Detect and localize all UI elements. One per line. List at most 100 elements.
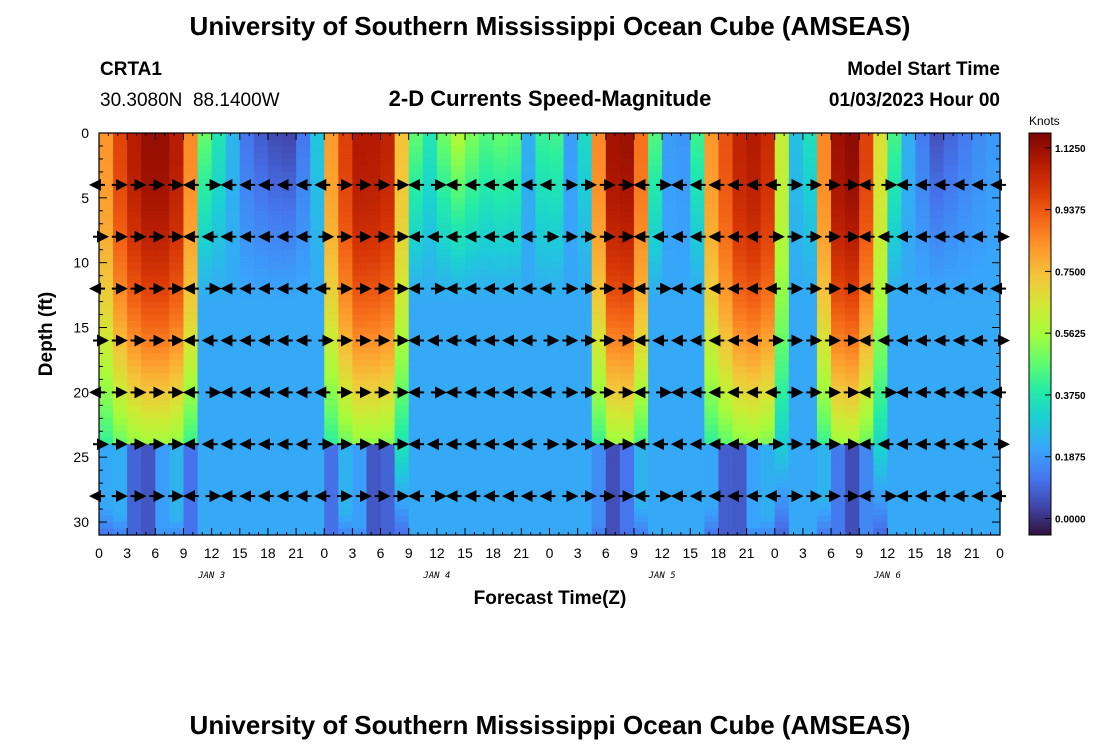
heatmap-cell bbox=[310, 301, 325, 309]
heatmap-cell bbox=[929, 515, 945, 523]
heatmap-cell bbox=[141, 418, 156, 426]
heatmap-cell bbox=[662, 379, 677, 387]
heatmap-cell bbox=[985, 133, 1001, 141]
heatmap-cell bbox=[845, 197, 860, 205]
heatmap-cell bbox=[183, 321, 199, 329]
heatmap-cell bbox=[845, 139, 860, 147]
heatmap-cell bbox=[155, 152, 170, 160]
heatmap-cell bbox=[310, 308, 325, 316]
heatmap-cell bbox=[605, 457, 621, 465]
heatmap-cell bbox=[887, 398, 903, 406]
heatmap-cell bbox=[324, 444, 339, 452]
heatmap-cell bbox=[507, 398, 522, 406]
heatmap-cell bbox=[901, 372, 917, 380]
heatmap-cell bbox=[324, 379, 339, 387]
heatmap-cell bbox=[802, 450, 818, 458]
heatmap-cell bbox=[676, 288, 691, 296]
heatmap-cell bbox=[493, 223, 508, 231]
heatmap-cell bbox=[746, 288, 762, 296]
heatmap-cell bbox=[521, 470, 537, 478]
heatmap-cell bbox=[450, 217, 466, 225]
chart-subtitle: 2-D Currents Speed-Magnitude bbox=[389, 86, 712, 111]
heatmap-cell bbox=[197, 321, 213, 329]
x-tick-label: 3 bbox=[349, 545, 357, 561]
heatmap-cell bbox=[366, 308, 382, 316]
heatmap-cell bbox=[183, 346, 199, 355]
heatmap-cell bbox=[127, 372, 142, 380]
heatmap-cell bbox=[718, 327, 734, 335]
heatmap-cell bbox=[676, 230, 691, 238]
heatmap-cell bbox=[802, 483, 818, 491]
heatmap-cell bbox=[887, 243, 903, 251]
x-tick-label: 3 bbox=[574, 545, 582, 561]
heatmap-cell bbox=[943, 457, 959, 465]
heatmap-cell bbox=[971, 223, 987, 231]
heatmap-cell bbox=[211, 450, 227, 458]
y-tick-label: 10 bbox=[73, 255, 89, 271]
heatmap-cell bbox=[408, 152, 424, 160]
heatmap-cell bbox=[493, 197, 508, 205]
heatmap-cell bbox=[169, 515, 185, 523]
heatmap-cell bbox=[225, 392, 241, 400]
heatmap-cell bbox=[521, 210, 537, 218]
heatmap-cell bbox=[239, 346, 255, 355]
heatmap-cell bbox=[155, 476, 170, 484]
heatmap-cell bbox=[563, 444, 579, 452]
heatmap-cell bbox=[901, 470, 917, 478]
heatmap-cell bbox=[352, 476, 368, 484]
heatmap-cell bbox=[591, 515, 607, 523]
heatmap-cell bbox=[155, 372, 170, 380]
heatmap-cell bbox=[155, 418, 170, 426]
heatmap-cell bbox=[352, 359, 368, 368]
heatmap-cell bbox=[183, 249, 199, 257]
heatmap-cell bbox=[436, 437, 452, 445]
heatmap-cell bbox=[422, 457, 438, 465]
heatmap-cell bbox=[521, 139, 537, 147]
heatmap-cell bbox=[704, 288, 720, 296]
heatmap-cell bbox=[788, 314, 804, 322]
heatmap-cell bbox=[971, 301, 987, 309]
heatmap-cell bbox=[690, 295, 705, 303]
heatmap-cell bbox=[957, 327, 973, 335]
heatmap-cell bbox=[802, 145, 818, 154]
heatmap-cell bbox=[310, 152, 325, 160]
heatmap-cell bbox=[324, 139, 339, 147]
heatmap-cell bbox=[282, 476, 297, 484]
heatmap-cell bbox=[380, 444, 396, 452]
heatmap-cell bbox=[479, 269, 494, 277]
current-vectors bbox=[89, 178, 1010, 503]
heatmap-cell bbox=[816, 230, 832, 238]
heatmap-cell bbox=[816, 256, 832, 264]
heatmap-cell bbox=[563, 236, 579, 244]
heatmap-cell bbox=[253, 463, 269, 471]
heatmap-cell bbox=[450, 424, 466, 432]
heatmap-cell bbox=[324, 191, 339, 199]
heatmap-cell bbox=[718, 191, 734, 199]
heatmap-cell bbox=[253, 418, 269, 426]
heatmap-cell bbox=[619, 210, 635, 218]
heatmap-cell bbox=[648, 528, 663, 536]
heatmap-cell bbox=[450, 178, 466, 186]
heatmap-cell bbox=[183, 392, 199, 400]
heatmap-cell bbox=[225, 301, 241, 309]
heatmap-cell bbox=[929, 269, 945, 277]
heatmap-cell bbox=[873, 476, 888, 484]
heatmap-cell bbox=[901, 353, 917, 361]
heatmap-cell bbox=[338, 353, 354, 361]
heatmap-cell bbox=[324, 522, 339, 530]
heatmap-cell bbox=[169, 308, 185, 316]
heatmap-cell bbox=[690, 256, 705, 264]
heatmap-cell bbox=[141, 165, 156, 173]
heatmap-cell bbox=[465, 314, 480, 322]
heatmap-cell bbox=[338, 463, 354, 471]
heatmap-cell bbox=[746, 314, 762, 322]
heatmap-cell bbox=[605, 502, 621, 510]
heatmap-cell bbox=[591, 502, 607, 510]
heatmap-cell bbox=[253, 145, 269, 154]
heatmap-cell bbox=[267, 301, 283, 309]
heatmap-cell bbox=[225, 366, 241, 374]
heatmap-cell bbox=[831, 411, 846, 419]
heatmap-cell bbox=[901, 152, 917, 160]
heatmap-cell bbox=[563, 184, 579, 192]
heatmap-cell bbox=[802, 346, 818, 355]
